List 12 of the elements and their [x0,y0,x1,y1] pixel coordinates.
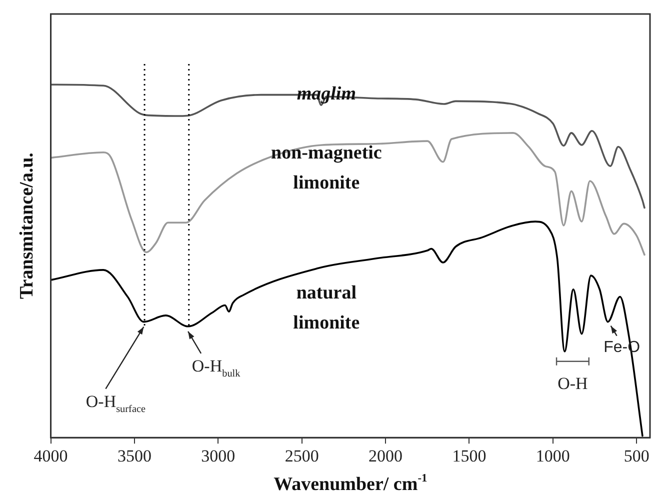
series-label: non-magnetic limonite [271,142,382,194]
x-tick-label: 3500 [117,446,152,466]
x-tick-label: 2500 [284,446,319,466]
x-tick-label: 2000 [368,446,403,466]
x-tick-label: 1500 [452,446,486,466]
x-tick-label: 1000 [536,446,570,466]
x-tick-label: 3000 [201,446,236,466]
x-tick-label: 4000 [34,446,68,466]
y-axis-title: Transmitance/a.u. [16,152,38,299]
annotation: O-H [558,374,588,393]
x-tick-label: 500 [624,446,650,466]
series-label: natural limonite [293,282,360,334]
